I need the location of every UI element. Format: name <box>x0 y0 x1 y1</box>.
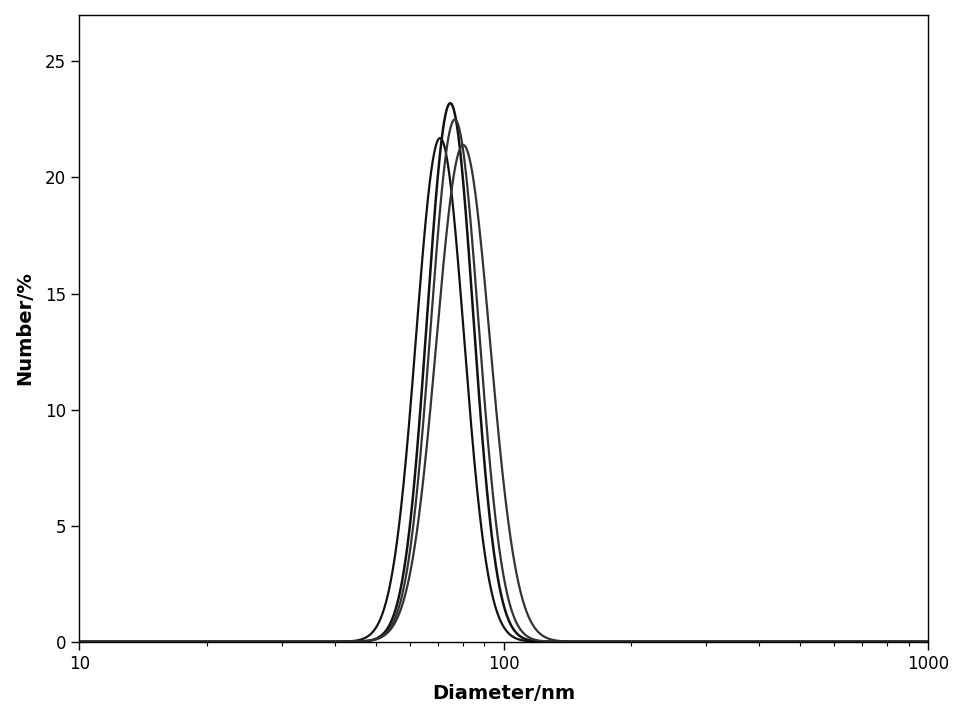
Y-axis label: Number/%: Number/% <box>15 271 34 386</box>
X-axis label: Diameter/nm: Diameter/nm <box>432 684 576 703</box>
